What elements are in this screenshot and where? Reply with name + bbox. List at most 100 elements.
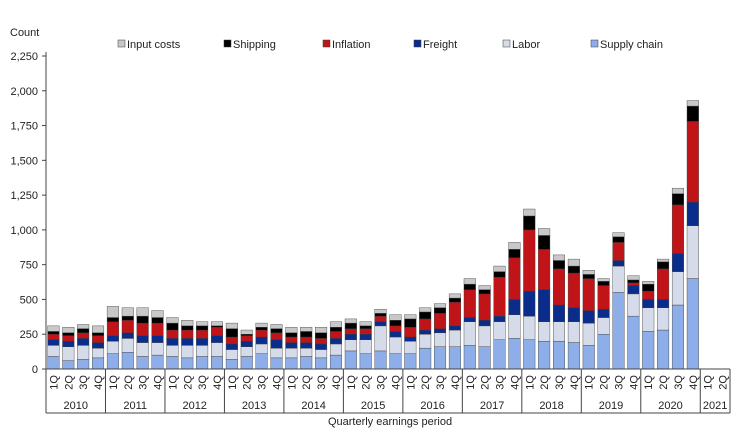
bar-segment-shipping (329, 327, 342, 332)
bar-segment-shipping (47, 331, 60, 335)
bar-segment-supply-chain (419, 347, 432, 370)
bar-segment-freight (62, 340, 75, 347)
year-label: 2018 (539, 400, 563, 412)
bar-segment-freight (151, 335, 164, 343)
legend-label: Supply chain (600, 39, 663, 51)
bar-stack (62, 327, 75, 370)
bar-stack (567, 258, 580, 370)
bar-segment-input-costs (523, 208, 536, 217)
bar-segment-input-costs (493, 265, 506, 272)
bar-segment-supply-chain (657, 329, 670, 370)
bar-segment-labor (285, 347, 298, 359)
bar-stack (47, 325, 60, 370)
bar-stack (582, 270, 595, 370)
bar-segment-supply-chain (106, 353, 119, 370)
bar-segment-inflation (686, 121, 699, 203)
bar-segment-labor (92, 347, 105, 359)
bar-segment-inflation (329, 331, 342, 339)
bar-segment-inflation (567, 272, 580, 308)
bar-segment-supply-chain (300, 356, 313, 370)
bar-segment-freight (121, 332, 134, 339)
year-label: 2017 (480, 400, 504, 412)
bar-segment-shipping (270, 328, 283, 334)
x-tick-label: 4Q (569, 375, 581, 390)
bar-segment-supply-chain (597, 334, 610, 370)
bar-segment-freight (211, 335, 223, 343)
bar-segment-shipping (374, 313, 387, 317)
bar-segment-freight (553, 304, 565, 322)
bar-segment-input-costs (315, 327, 328, 334)
bar-segment-labor (508, 314, 521, 339)
bar-segment-supply-chain (404, 353, 417, 370)
x-tick-label: 2Q (599, 375, 611, 390)
bar-segment-inflation (106, 321, 119, 336)
bar-segment-supply-chain (211, 356, 223, 370)
bar-segment-supply-chain (463, 345, 476, 370)
bar-stack (463, 278, 476, 370)
bar-segment-labor (121, 338, 134, 353)
bar-segment-inflation (582, 278, 595, 311)
bar-segment-inflation (553, 268, 565, 306)
bar-segment-shipping (359, 325, 372, 329)
bar-segment-inflation (47, 334, 60, 340)
bar-segment-freight (493, 315, 506, 322)
bar-segment-freight (404, 336, 417, 342)
bar-segment-shipping (463, 283, 476, 290)
bar-segment-input-costs (671, 187, 684, 194)
bar-segment-shipping (255, 327, 268, 331)
x-tick-label: 2Q (361, 375, 373, 390)
bar-stack (434, 303, 447, 370)
bar-segment-freight (434, 328, 447, 334)
bar-stack (359, 321, 372, 370)
year-label: 2012 (182, 400, 206, 412)
x-tick-label: 3Q (495, 375, 507, 390)
bar-segment-labor (211, 342, 223, 357)
bar-stack (612, 232, 625, 370)
bar-segment-labor (434, 332, 447, 347)
bar-segment-freight (136, 335, 149, 343)
bar-segment-supply-chain (686, 278, 699, 370)
bar-stack (329, 321, 342, 370)
bar-segment-freight (582, 310, 595, 324)
bar-stack (448, 293, 461, 370)
year-label: 2016 (420, 400, 444, 412)
bar-segment-labor (329, 343, 342, 356)
bar-segment-shipping (121, 315, 134, 321)
bar-segment-freight (374, 321, 387, 327)
bar-segment-shipping (597, 281, 610, 286)
x-tick-label: 3Q (138, 375, 150, 390)
bar-segment-freight (270, 339, 283, 349)
bar-segment-inflation (181, 329, 194, 339)
bar-segment-freight (77, 338, 90, 346)
x-tick-label: 4Q (390, 375, 402, 390)
bar-segment-freight (285, 342, 298, 349)
bar-segment-inflation (463, 289, 476, 318)
bar-segment-inflation (612, 242, 625, 261)
bar-segment-freight (642, 299, 655, 308)
bar-segment-labor (657, 307, 670, 331)
bar-stack (77, 324, 90, 370)
bar-stack (315, 327, 328, 370)
bar-segment-supply-chain (493, 339, 506, 370)
bar-segment-input-costs (329, 321, 342, 328)
bar-segment-supply-chain (121, 352, 134, 370)
bar-segment-supply-chain (225, 359, 238, 370)
bar-segment-input-costs (642, 281, 655, 285)
bar-segment-input-costs (121, 307, 134, 317)
bar-segment-shipping (404, 318, 417, 328)
x-tick-label: 3Q (554, 375, 566, 390)
x-axis-label: Quarterly earnings period (328, 416, 452, 428)
y-tick-label: 1,250 (10, 190, 38, 202)
bar-segment-input-costs (582, 270, 595, 275)
y-tick-label: 250 (20, 329, 38, 341)
bar-segment-labor (136, 342, 149, 357)
y-tick-label: 2,250 (10, 51, 38, 63)
bar-segment-supply-chain (196, 356, 209, 370)
bar-segment-supply-chain (642, 331, 655, 370)
bar-segment-labor (225, 349, 238, 360)
bar-segment-input-costs (657, 258, 670, 263)
bar-segment-inflation (255, 329, 268, 338)
bar-segment-shipping (538, 235, 551, 250)
bar-segment-freight (597, 308, 610, 318)
